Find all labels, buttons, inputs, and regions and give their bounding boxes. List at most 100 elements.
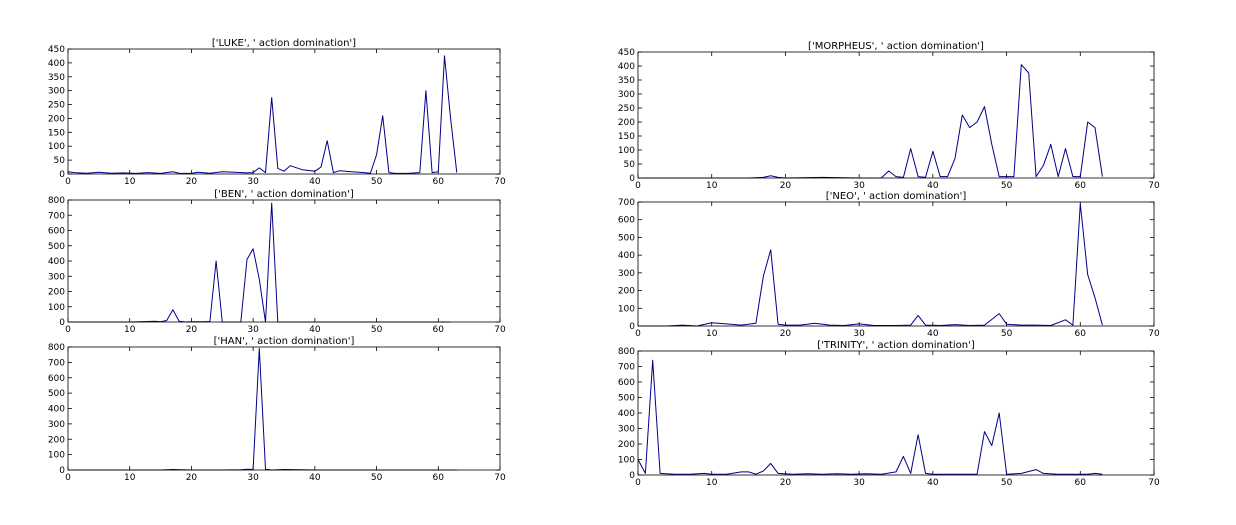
y-tick-label: 800 <box>618 347 635 357</box>
x-tick-label: 70 <box>1148 478 1160 488</box>
y-tick-label: 200 <box>618 440 635 450</box>
x-tick-label: 70 <box>494 177 506 187</box>
y-tick-label: 800 <box>48 196 65 206</box>
x-tick-label: 10 <box>124 473 136 483</box>
x-tick-label: 30 <box>853 329 865 339</box>
y-tick-label: 400 <box>618 251 635 261</box>
series-line <box>638 203 1103 327</box>
x-tick-label: 0 <box>635 181 641 191</box>
x-tick-label: 0 <box>635 329 641 339</box>
chart-panel: ['NEO', ' action domination'] 0 10 20 30 40 50… <box>618 191 1160 339</box>
x-tick-label: 20 <box>780 181 792 191</box>
y-tick-label: 0 <box>59 170 65 180</box>
x-tick-label: 10 <box>124 177 136 187</box>
y-tick-label: 700 <box>48 358 65 368</box>
x-tick-label: 30 <box>247 473 259 483</box>
x-tick-label: 20 <box>186 473 198 483</box>
x-tick-label: 40 <box>309 473 321 483</box>
y-tick-label: 0 <box>629 174 635 184</box>
y-tick-label: 500 <box>618 394 635 404</box>
y-tick-label: 400 <box>48 59 65 69</box>
y-tick-label: 200 <box>618 118 635 128</box>
y-tick-label: 100 <box>48 451 65 461</box>
y-tick-label: 400 <box>618 62 635 72</box>
y-tick-label: 600 <box>618 378 635 388</box>
axes-frame <box>637 51 1155 179</box>
x-tick-label: 0 <box>65 325 71 335</box>
y-tick-label: 400 <box>618 409 635 419</box>
x-tick-label: 50 <box>371 325 383 335</box>
y-tick-label: 600 <box>48 374 65 384</box>
x-tick-label: 10 <box>706 181 718 191</box>
x-tick-label: 50 <box>371 473 383 483</box>
y-tick-label: 0 <box>629 322 635 332</box>
chart-panel: ['HAN', ' action domination'] 0 10 20 30 40 50… <box>48 336 506 483</box>
y-tick-label: 500 <box>48 242 65 252</box>
y-tick-label: 200 <box>48 288 65 298</box>
y-tick-label: 400 <box>48 257 65 267</box>
x-tick-label: 50 <box>1001 181 1013 191</box>
y-tick-label: 100 <box>618 304 635 314</box>
chart-panel: ['TRINITY', ' action domination'] 0 10 20 30… <box>618 340 1160 488</box>
y-tick-label: 0 <box>59 466 65 476</box>
x-tick-label: 60 <box>1075 181 1087 191</box>
y-tick-label: 200 <box>48 114 65 124</box>
chart-title: ['TRINITY', ' action domination'] <box>817 340 975 351</box>
x-tick-label: 20 <box>780 329 792 339</box>
y-tick-label: 800 <box>48 343 65 353</box>
x-tick-label: 30 <box>853 181 865 191</box>
x-tick-label: 40 <box>927 478 939 488</box>
y-tick-label: 0 <box>629 471 635 481</box>
series-line <box>637 359 1103 475</box>
x-tick-label: 60 <box>433 177 445 187</box>
y-tick-label: 350 <box>48 73 65 83</box>
y-tick-label: 300 <box>48 420 65 430</box>
y-tick-label: 700 <box>618 363 635 373</box>
y-tick-label: 300 <box>618 90 635 100</box>
axes-frame <box>67 199 501 323</box>
y-tick-label: 450 <box>618 48 635 58</box>
x-tick-label: 30 <box>853 478 865 488</box>
x-tick-label: 20 <box>780 478 792 488</box>
y-tick-label: 700 <box>618 198 635 208</box>
x-tick-label: 0 <box>65 473 71 483</box>
axes-frame <box>67 346 501 471</box>
x-tick-label: 20 <box>186 325 198 335</box>
series-line <box>67 55 458 174</box>
y-tick-label: 300 <box>48 272 65 282</box>
x-tick-label: 30 <box>247 325 259 335</box>
chart-title: ['BEN', ' action domination'] <box>214 189 354 200</box>
axes-frame <box>67 48 501 175</box>
x-tick-label: 70 <box>1148 329 1160 339</box>
x-tick-label: 60 <box>1075 478 1087 488</box>
y-tick-label: 250 <box>48 101 65 111</box>
x-tick-label: 0 <box>635 478 641 488</box>
chart-panel: ['MORPHEUS', ' action domination'] 0 10 20 3… <box>618 41 1160 191</box>
y-tick-label: 350 <box>618 76 635 86</box>
y-tick-label: 400 <box>48 405 65 415</box>
x-tick-label: 70 <box>1148 181 1160 191</box>
y-tick-label: 200 <box>48 435 65 445</box>
x-tick-label: 40 <box>309 177 321 187</box>
x-tick-label: 60 <box>433 473 445 483</box>
y-tick-label: 450 <box>48 45 65 55</box>
y-tick-label: 150 <box>618 132 635 142</box>
x-tick-label: 10 <box>706 478 718 488</box>
y-tick-label: 500 <box>618 233 635 243</box>
chart-title: ['HAN', ' action domination'] <box>214 336 355 347</box>
y-tick-label: 250 <box>618 104 635 114</box>
y-tick-label: 100 <box>48 303 65 313</box>
y-tick-label: 50 <box>624 160 636 170</box>
series-line <box>68 202 451 323</box>
y-tick-label: 500 <box>48 389 65 399</box>
y-tick-label: 0 <box>59 318 65 328</box>
chart-title: ['NEO', ' action domination'] <box>826 191 967 202</box>
series-line <box>68 348 457 471</box>
x-tick-label: 20 <box>186 177 198 187</box>
x-tick-label: 50 <box>1001 329 1013 339</box>
chart-panel: ['LUKE', ' action domination'] 0 10 20 30 40 5… <box>48 38 506 187</box>
x-tick-label: 30 <box>247 177 259 187</box>
y-tick-label: 600 <box>618 216 635 226</box>
x-tick-label: 50 <box>371 177 383 187</box>
